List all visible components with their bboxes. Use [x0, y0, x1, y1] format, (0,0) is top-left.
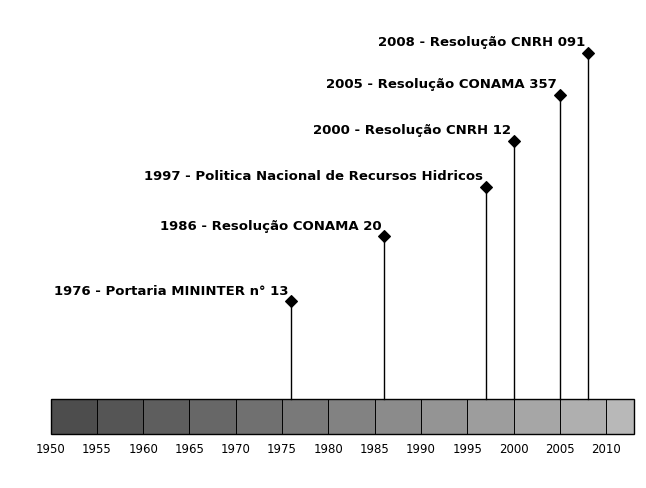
- Text: 1997 - Politica Nacional de Recursos Hidricos: 1997 - Politica Nacional de Recursos Hid…: [144, 170, 483, 183]
- Bar: [421, 399, 467, 433]
- Bar: [143, 399, 189, 433]
- Bar: [514, 399, 560, 433]
- Text: 2005: 2005: [545, 443, 575, 456]
- Text: 1955: 1955: [82, 443, 112, 456]
- Bar: [606, 399, 634, 433]
- Text: 2010: 2010: [591, 443, 621, 456]
- Text: 1976 - Portaria MININTER n° 13: 1976 - Portaria MININTER n° 13: [54, 285, 289, 298]
- Text: 1990: 1990: [406, 443, 436, 456]
- Text: 1995: 1995: [452, 443, 482, 456]
- Bar: [50, 399, 97, 433]
- Text: 1975: 1975: [267, 443, 297, 456]
- Text: 2000 - Resolução CNRH 12: 2000 - Resolução CNRH 12: [313, 124, 511, 137]
- Bar: [560, 399, 606, 433]
- Text: 2000: 2000: [499, 443, 528, 456]
- Text: 1985: 1985: [360, 443, 390, 456]
- Text: 1980: 1980: [313, 443, 343, 456]
- Text: 1970: 1970: [221, 443, 251, 456]
- Bar: [97, 399, 143, 433]
- Text: 1986 - Resolução CONAMA 20: 1986 - Resolução CONAMA 20: [160, 220, 381, 232]
- Text: 1950: 1950: [36, 443, 65, 456]
- Text: 2005 - Resolução CONAMA 357: 2005 - Resolução CONAMA 357: [326, 78, 557, 91]
- Bar: [189, 399, 236, 433]
- Bar: [50, 399, 634, 433]
- Text: 1960: 1960: [129, 443, 158, 456]
- Bar: [375, 399, 421, 433]
- Text: 2008 - Resolução CNRH 091: 2008 - Resolução CNRH 091: [378, 36, 585, 49]
- Bar: [467, 399, 514, 433]
- Bar: [282, 399, 328, 433]
- Text: 1965: 1965: [174, 443, 204, 456]
- Bar: [236, 399, 282, 433]
- Bar: [328, 399, 375, 433]
